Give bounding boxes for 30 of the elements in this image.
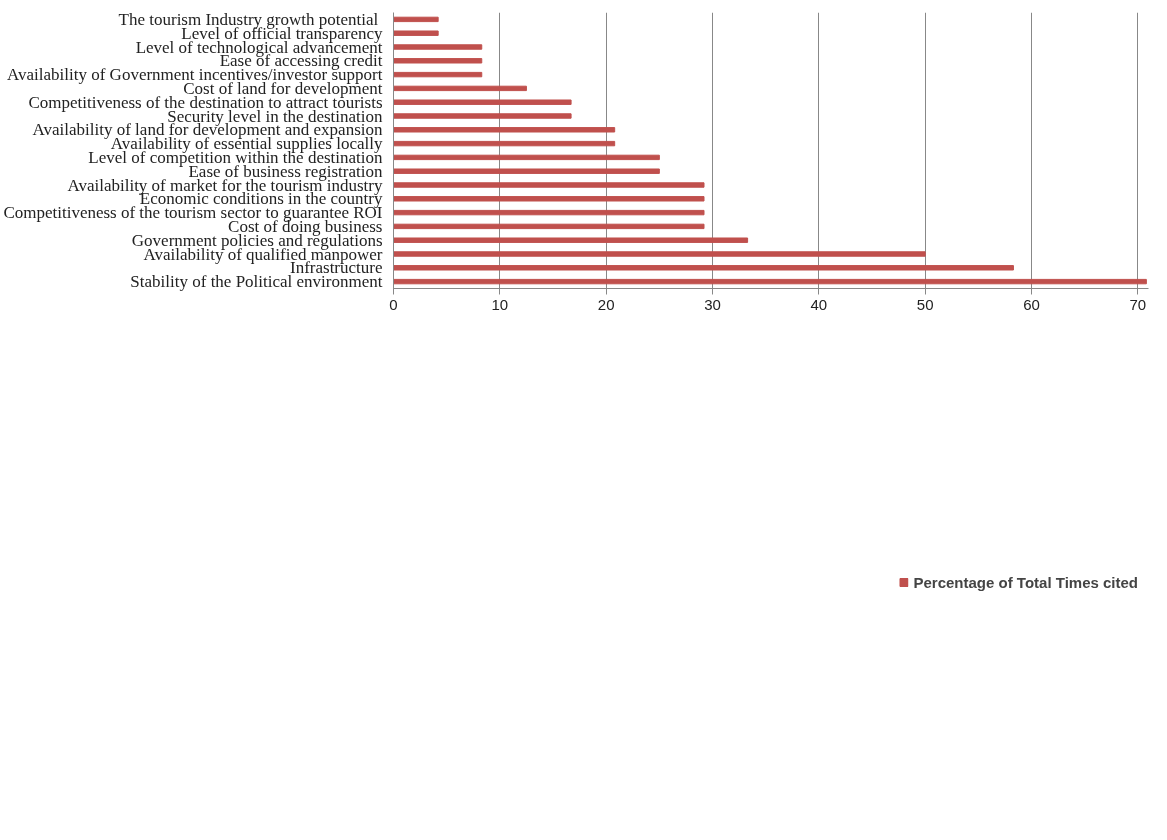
bar — [393, 196, 705, 202]
bar — [393, 251, 926, 257]
bar — [393, 85, 527, 92]
bar — [393, 168, 660, 174]
x-tick-label: 20 — [597, 295, 615, 313]
bar — [393, 99, 572, 105]
x-tick-label: 10 — [491, 295, 509, 313]
bar — [393, 237, 749, 243]
x-tick-label: 30 — [704, 295, 721, 313]
y-tick-label: Stability of the Political environment — [130, 272, 383, 292]
bar — [393, 265, 1014, 271]
x-tick-label: 70 — [1129, 295, 1147, 313]
x-tick-label: 40 — [810, 295, 828, 313]
bar — [393, 278, 1147, 285]
bar — [393, 154, 660, 161]
bar — [393, 44, 483, 50]
bar — [393, 209, 705, 216]
bar — [393, 30, 439, 36]
bar — [393, 16, 439, 23]
bar — [393, 127, 616, 133]
bar — [393, 223, 705, 230]
bar — [393, 113, 572, 119]
x-tick-label: 0 — [389, 295, 398, 313]
bar — [393, 71, 483, 78]
bar — [393, 182, 705, 188]
legend-label: Percentage of Total Times cited — [913, 573, 1138, 591]
bar — [393, 140, 616, 147]
bar — [393, 58, 483, 64]
x-tick-label: 60 — [1023, 295, 1040, 313]
x-tick-label: 50 — [916, 295, 934, 313]
